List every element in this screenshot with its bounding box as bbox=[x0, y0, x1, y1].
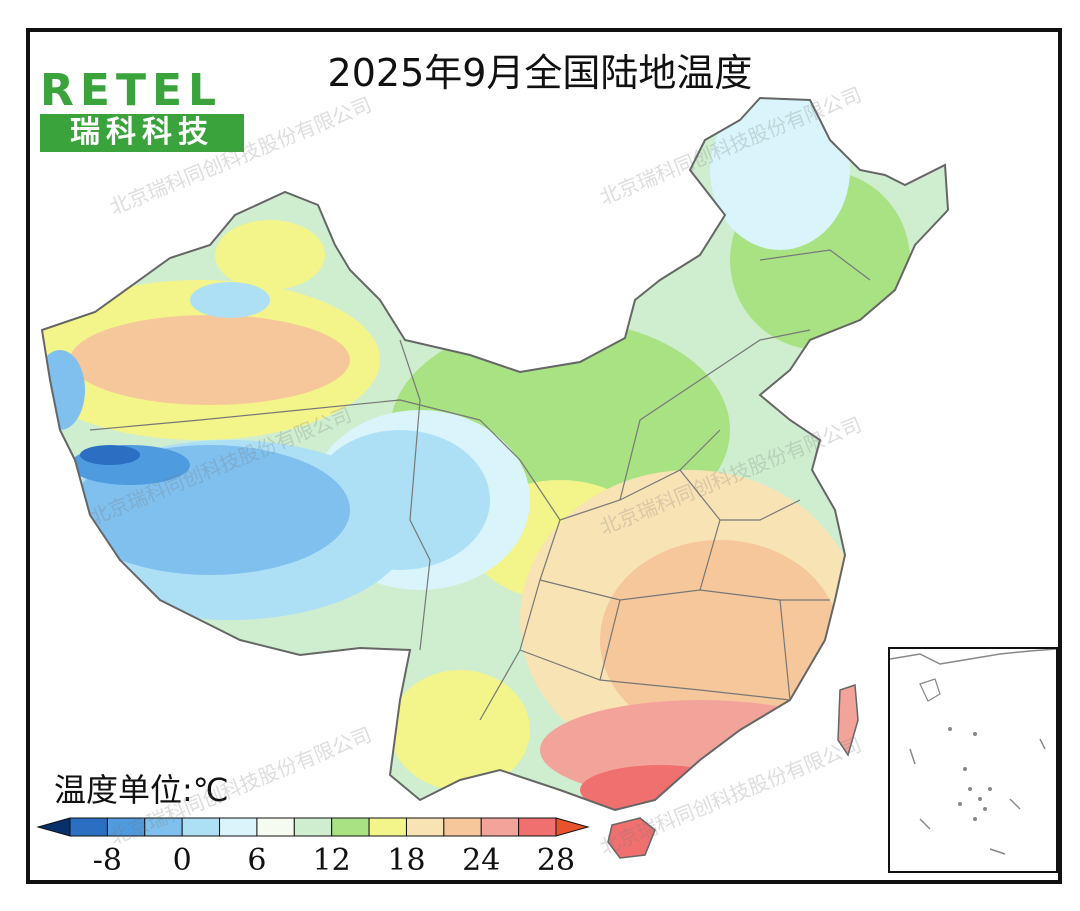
inset-map bbox=[889, 648, 1057, 855]
colorbar-segment bbox=[144, 817, 183, 837]
colorbar-segment bbox=[181, 817, 221, 837]
hainan-island bbox=[607, 817, 656, 859]
colorbar-segment bbox=[293, 817, 333, 837]
colorbar-tick-label: 0 bbox=[173, 843, 192, 878]
colorbar-tick-label: -8 bbox=[93, 843, 122, 878]
colorbar-segment bbox=[106, 817, 146, 837]
colorbar-min-arrow bbox=[36, 817, 71, 837]
temperature-fill bbox=[42, 98, 948, 810]
colorbar-segment bbox=[405, 817, 445, 837]
page-title: 2025年9月全国陆地温度 bbox=[327, 51, 753, 95]
company-logo: RETEL 瑞科科技 bbox=[40, 65, 244, 152]
colorbar-segment bbox=[256, 817, 295, 837]
legend-ticks: -8 0 6 12 18 24 28 bbox=[93, 843, 575, 878]
south-china-sea-inset bbox=[888, 647, 1058, 873]
colorbar-segment bbox=[443, 817, 482, 837]
colorbar-tick-label: 28 bbox=[537, 843, 575, 878]
province-borders bbox=[89, 249, 871, 721]
logo-english-text: RETEL bbox=[40, 65, 223, 116]
colorbar-tick-label: 18 bbox=[387, 843, 425, 878]
legend-colorbar bbox=[36, 817, 590, 837]
colorbar-segment bbox=[480, 817, 520, 837]
temperature-unit-label: 温度单位:℃ bbox=[54, 771, 229, 809]
taiwan-island bbox=[837, 683, 859, 757]
colorbar-segment bbox=[368, 817, 407, 837]
colorbar-segment bbox=[331, 817, 370, 837]
colorbar-segment bbox=[69, 817, 108, 837]
colorbar-segment bbox=[219, 817, 258, 837]
colorbar-max-arrow bbox=[555, 817, 590, 837]
colorbar-tick-label: 12 bbox=[313, 843, 351, 878]
colorbar-tick-label: 6 bbox=[247, 843, 266, 878]
colorbar-segment bbox=[518, 817, 557, 837]
colorbar-tick-label: 24 bbox=[462, 843, 500, 878]
logo-chinese-text: 瑞科科技 bbox=[40, 114, 244, 152]
china-outline bbox=[40, 96, 950, 812]
